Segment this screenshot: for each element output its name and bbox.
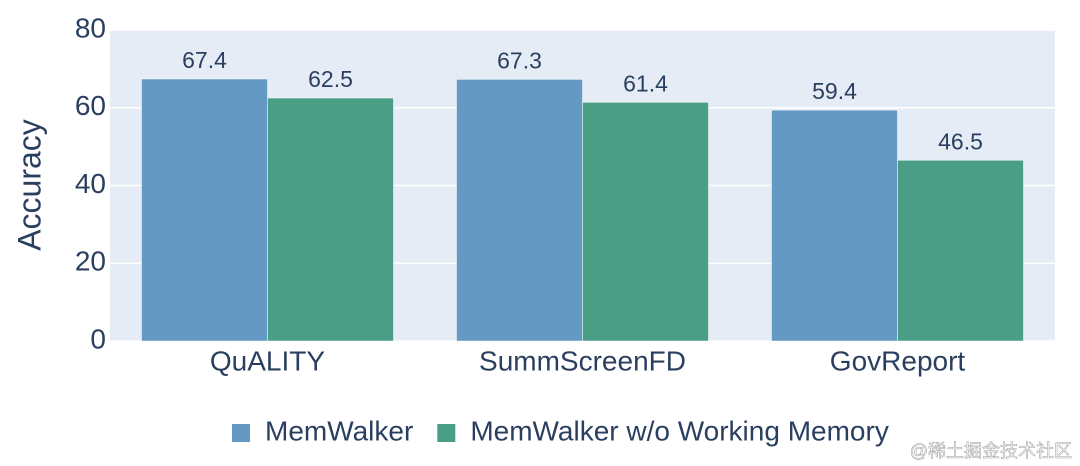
value-label: 62.5 xyxy=(308,66,353,92)
y-tick-label: 40 xyxy=(75,168,106,199)
value-label: 67.3 xyxy=(497,47,542,73)
value-label: 61.4 xyxy=(623,70,668,96)
bar xyxy=(141,78,268,342)
value-label: 59.4 xyxy=(812,78,857,104)
x-tick-label: SummScreenFD xyxy=(479,345,686,376)
legend-swatch xyxy=(232,424,250,442)
bar xyxy=(582,102,709,342)
x-tick-label: GovReport xyxy=(830,345,966,376)
value-label: 67.4 xyxy=(182,47,227,73)
y-tick-label: 60 xyxy=(75,90,106,121)
y-tick-label: 0 xyxy=(90,323,106,354)
bar xyxy=(267,97,394,342)
y-tick-label: 20 xyxy=(75,246,106,277)
bar xyxy=(456,79,583,342)
bar xyxy=(771,109,898,342)
watermark: @稀土掘金技术社区 xyxy=(910,441,1072,461)
bar xyxy=(897,159,1024,342)
value-label: 46.5 xyxy=(938,128,983,154)
y-tick-label: 80 xyxy=(75,12,106,43)
legend-label: MemWalker xyxy=(265,415,413,446)
legend-label: MemWalker w/o Working Memory xyxy=(470,415,889,446)
x-tick-label: QuALITY xyxy=(210,345,325,376)
legend-swatch xyxy=(437,424,456,442)
y-axis-title: Accuracy xyxy=(11,119,47,251)
